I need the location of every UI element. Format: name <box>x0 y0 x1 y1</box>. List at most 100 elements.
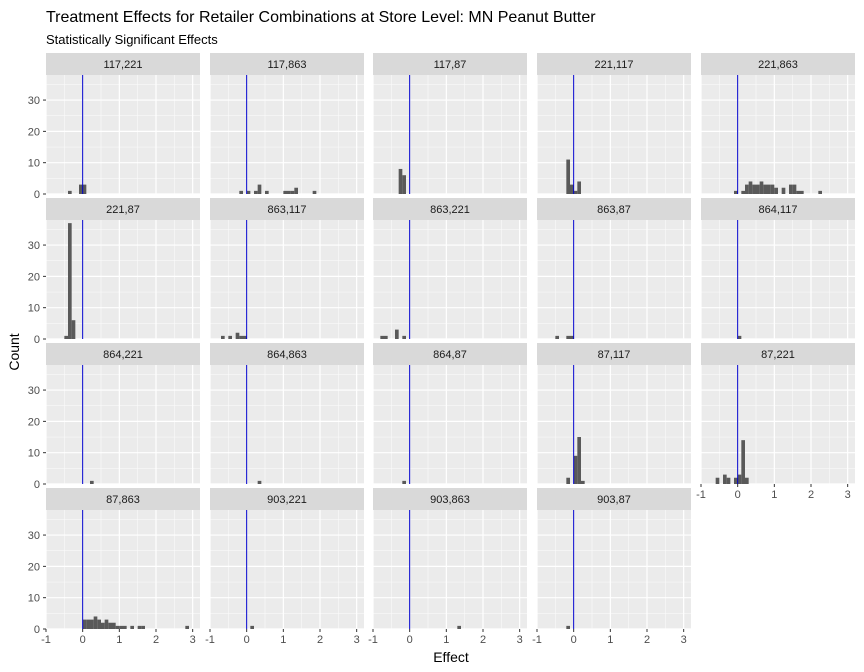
histogram-bar <box>457 625 461 629</box>
facet-strip <box>210 488 364 510</box>
y-tick-label: 0 <box>34 334 40 346</box>
panel-background <box>46 365 200 484</box>
panel-background <box>373 365 527 484</box>
x-tick-label: 3 <box>190 634 196 646</box>
facet-panel: 863,87 <box>536 198 691 340</box>
facet-strip <box>210 53 364 75</box>
histogram-bar <box>86 619 90 629</box>
x-tick-label: 3 <box>517 634 523 646</box>
histogram-bar <box>577 181 581 194</box>
x-tick-label: 0 <box>80 634 86 646</box>
x-tick-label: -1 <box>368 634 378 646</box>
x-tick-label: 0 <box>407 634 413 646</box>
facet-strip <box>46 198 200 220</box>
panel-background <box>701 365 855 484</box>
histogram-bar <box>90 619 94 629</box>
x-tick-label: -1 <box>696 489 706 501</box>
histogram-bar <box>68 190 72 194</box>
histogram-bar <box>395 329 399 339</box>
y-tick-label: 10 <box>28 448 40 460</box>
facet-panel: 863,221 <box>372 198 527 340</box>
histogram-bar <box>112 622 116 629</box>
histogram-bar <box>566 625 570 629</box>
histogram-bar <box>745 477 749 484</box>
histogram-bar <box>796 190 800 194</box>
histogram-bar <box>581 480 585 484</box>
y-tick-label: 20 <box>28 416 40 428</box>
facet-strip <box>537 198 691 220</box>
histogram-bar <box>250 625 254 629</box>
histogram-bar <box>770 184 775 194</box>
panel-background <box>373 220 527 339</box>
histogram-bar <box>800 190 804 194</box>
facet-panel: 903,87 -1 0 1 2 3 <box>532 488 691 646</box>
histogram-bar <box>577 437 581 484</box>
facet-label: 864,863 <box>267 349 307 361</box>
facet-strip <box>46 53 200 75</box>
histogram-bar <box>792 184 797 194</box>
histogram-bar <box>312 190 317 194</box>
histogram-bar <box>79 184 83 194</box>
histogram-bar <box>566 159 570 194</box>
histogram-bar <box>287 190 291 194</box>
histogram-bar <box>239 335 243 339</box>
facet-label: 863,221 <box>430 204 470 216</box>
facet-strip <box>210 343 364 365</box>
facet-strip <box>46 488 200 510</box>
x-tick-label: -1 <box>41 634 51 646</box>
facet-label: 221,87 <box>106 204 140 216</box>
histogram-bar <box>570 335 574 339</box>
facet-label: 87,863 <box>106 494 140 506</box>
panel-background <box>701 220 855 339</box>
histogram-bar <box>398 168 403 194</box>
x-tick-label: 2 <box>808 489 814 501</box>
y-tick-label: 0 <box>34 479 40 491</box>
facet-label: 864,117 <box>759 204 798 216</box>
histogram-bar <box>741 190 745 194</box>
y-tick-label: 30 <box>28 240 40 252</box>
histogram-bar <box>82 619 87 629</box>
panel-background <box>373 510 527 629</box>
panel-background <box>46 75 200 194</box>
y-tick-label: 30 <box>28 95 40 107</box>
panel-background <box>210 220 364 339</box>
x-tick-label: 3 <box>681 634 687 646</box>
facet-label: 864,221 <box>103 349 143 361</box>
histogram-bar <box>737 474 742 484</box>
x-tick-label: 2 <box>480 634 486 646</box>
facet-strip <box>373 488 527 510</box>
panel-background <box>210 510 364 629</box>
panel-background <box>701 75 855 194</box>
histogram-bar <box>759 181 764 194</box>
panel-background <box>537 75 691 194</box>
facet-panel: 903,863 -1 0 1 2 3 <box>368 488 527 646</box>
histogram-bar <box>573 455 578 484</box>
histogram-bar <box>774 187 778 194</box>
histogram-bar <box>570 184 574 194</box>
histogram-bar <box>130 625 134 629</box>
x-tick-label: 2 <box>153 634 159 646</box>
histogram-bar <box>257 480 262 484</box>
x-tick-label: -1 <box>532 634 542 646</box>
facet-panel: 87,221 -1 0 1 2 3 <box>696 343 855 501</box>
histogram-bar <box>734 190 738 194</box>
histogram-bar <box>767 184 771 194</box>
y-tick-label: 10 <box>28 158 40 170</box>
histogram-bar <box>82 184 87 194</box>
facet-panel: 221,117 <box>536 53 691 195</box>
y-tick-label: 0 <box>34 189 40 201</box>
histogram-bar <box>723 474 727 484</box>
y-tick-label: 0 <box>34 624 40 636</box>
facet-label: 903,87 <box>597 494 631 506</box>
facet-strip <box>373 53 527 75</box>
x-tick-label: 3 <box>354 634 360 646</box>
y-tick-label: 20 <box>28 561 40 573</box>
panel-background <box>537 365 691 484</box>
histogram-bar <box>737 335 742 339</box>
facet-strip <box>537 488 691 510</box>
histogram-bar <box>246 190 251 194</box>
panel-background <box>537 220 691 339</box>
facet-panel: 117,87 <box>372 53 527 195</box>
